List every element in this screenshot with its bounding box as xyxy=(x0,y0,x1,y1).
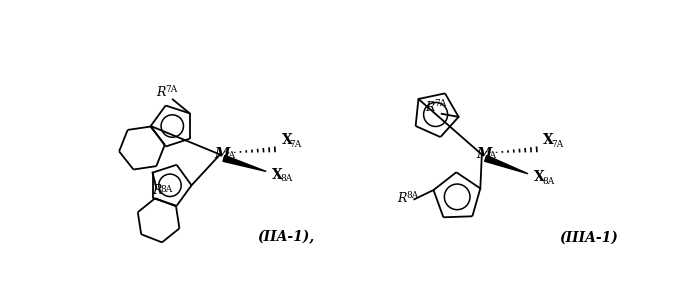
Text: R: R xyxy=(156,86,165,99)
Text: R: R xyxy=(152,184,162,197)
Text: X: X xyxy=(282,134,292,147)
Text: 7A: 7A xyxy=(165,85,178,94)
Text: (IIIA-1): (IIIA-1) xyxy=(559,231,618,245)
Text: X: X xyxy=(273,168,283,182)
Text: 8A: 8A xyxy=(407,191,419,200)
Text: 8A: 8A xyxy=(280,174,292,183)
Text: 7A: 7A xyxy=(434,99,446,108)
Text: 2A: 2A xyxy=(223,151,236,160)
Text: 8A: 8A xyxy=(160,185,173,194)
Text: R: R xyxy=(397,193,407,205)
Text: X: X xyxy=(534,171,545,185)
Text: R: R xyxy=(425,101,434,114)
Text: (IIA-1),: (IIA-1), xyxy=(257,230,315,245)
Polygon shape xyxy=(484,156,528,174)
Text: 7A: 7A xyxy=(289,140,301,149)
Text: M: M xyxy=(477,147,492,161)
Polygon shape xyxy=(223,155,266,171)
Text: X: X xyxy=(543,134,554,147)
Text: M: M xyxy=(215,147,230,161)
Text: 7A: 7A xyxy=(551,140,563,149)
Text: 8A: 8A xyxy=(542,177,554,186)
Text: 2A: 2A xyxy=(485,151,497,160)
